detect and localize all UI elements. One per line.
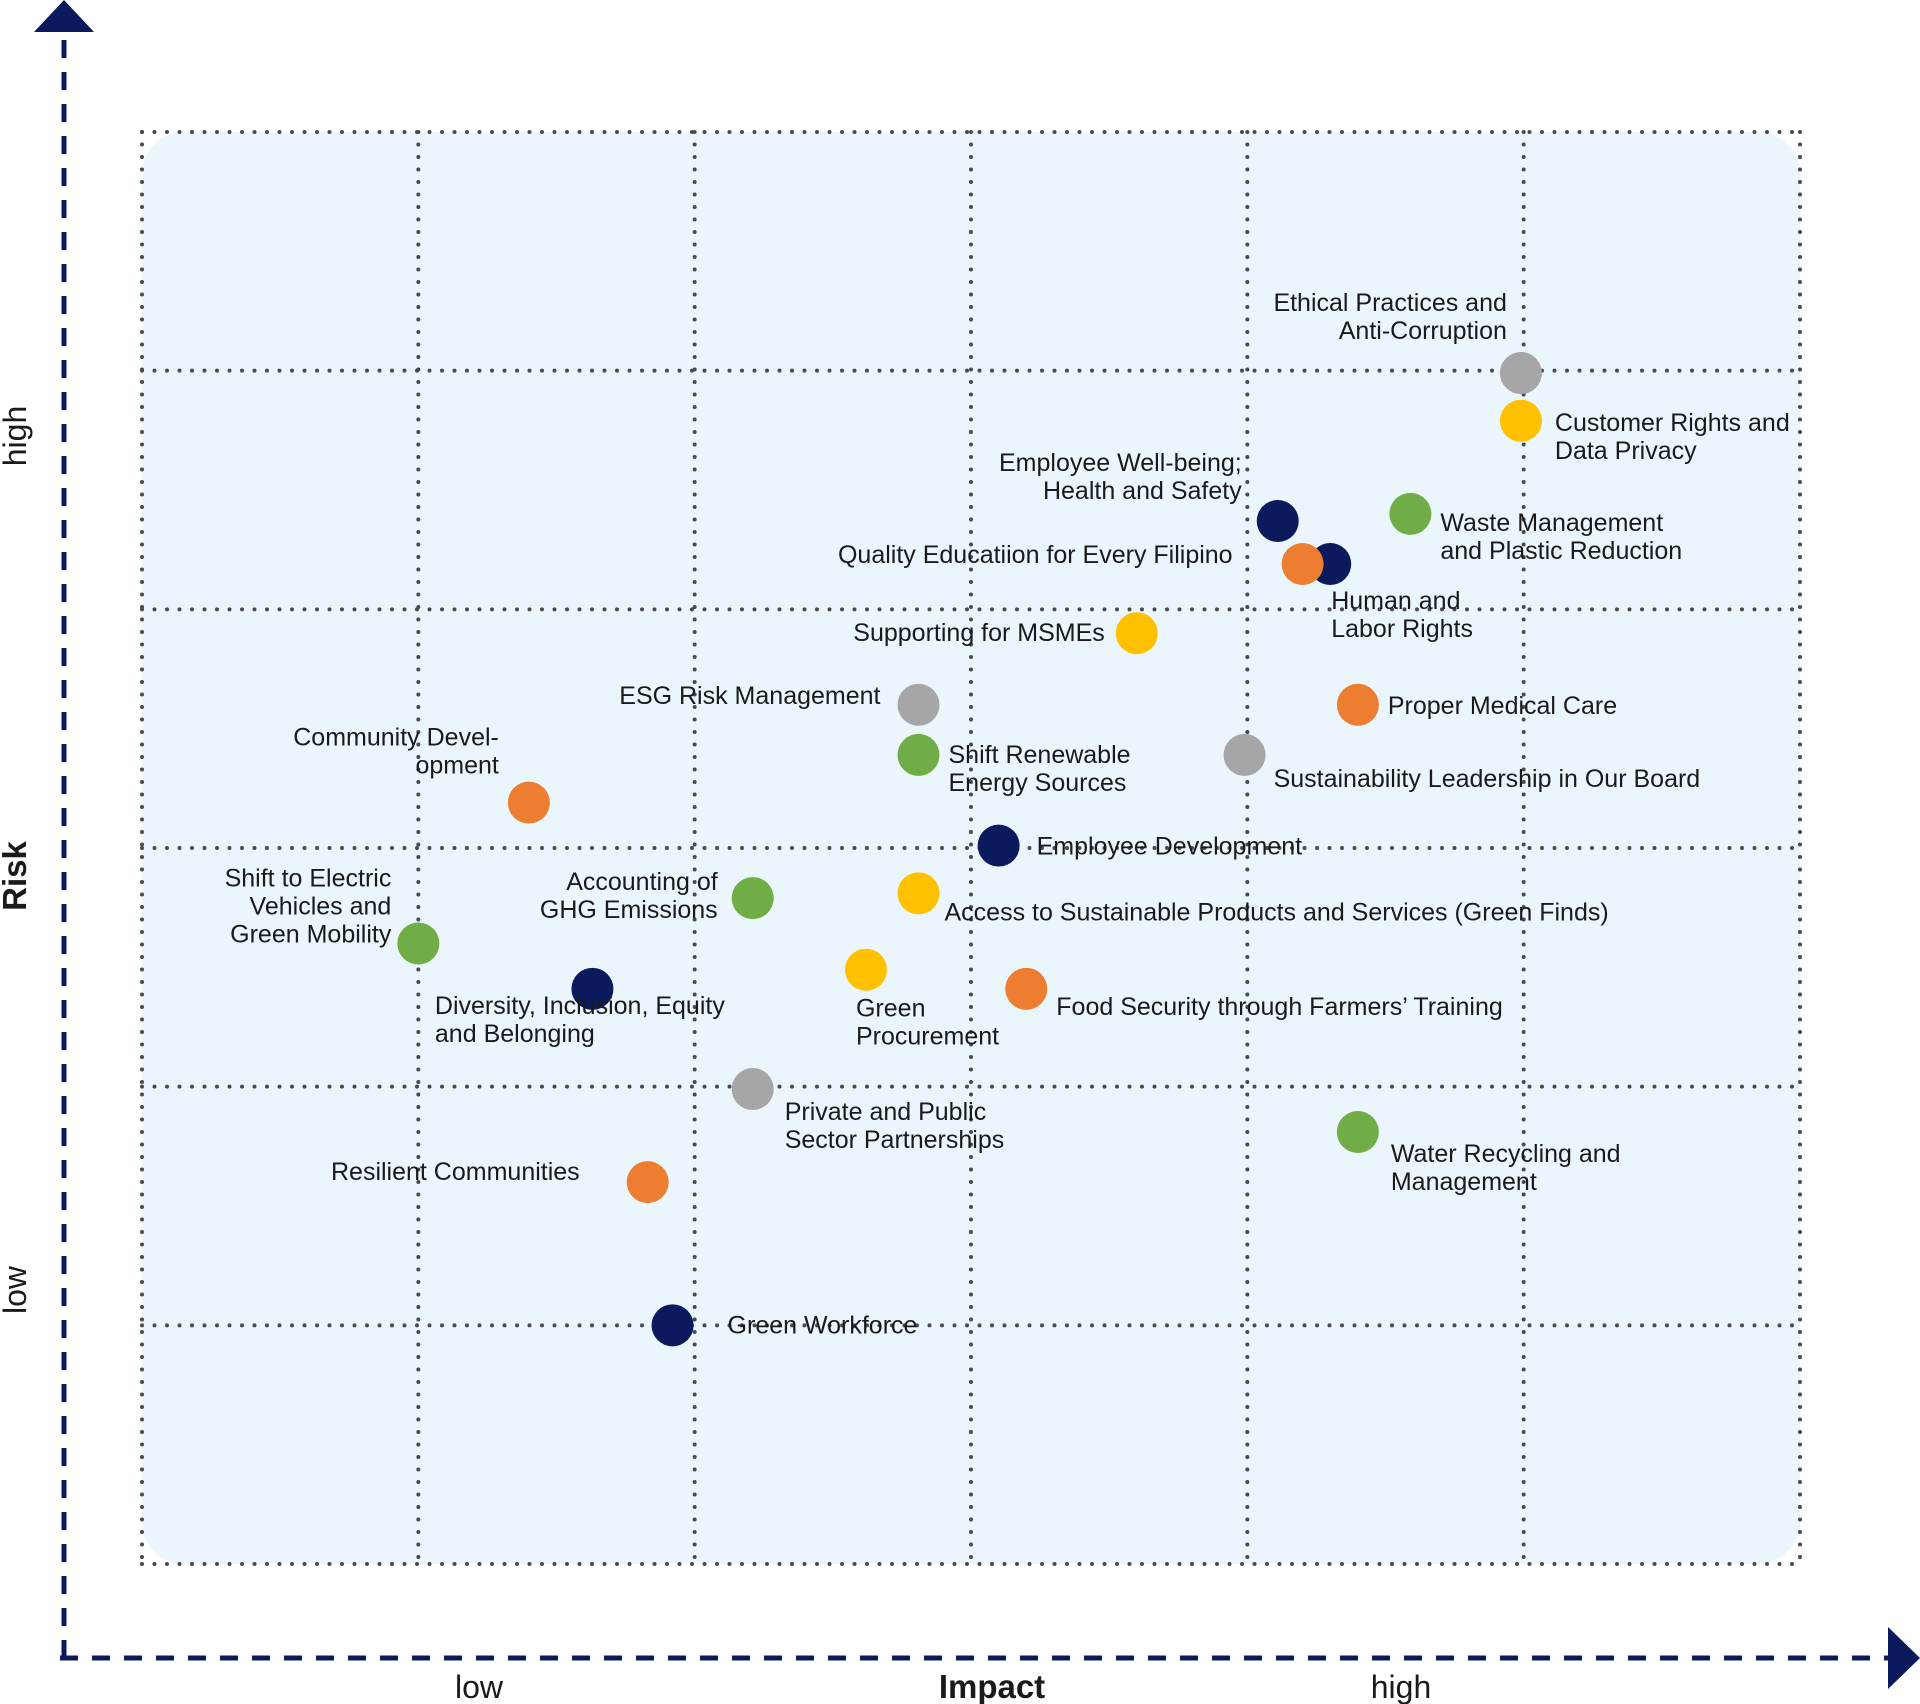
data-point-marker [1256, 500, 1299, 543]
data-point-group: Waste Management and Plastic Reduction [1389, 492, 1682, 565]
data-point-marker [1005, 967, 1048, 1010]
data-point-group: Customer Rights and Data Privacy [1499, 399, 1790, 465]
y-tick-label-low: low [0, 1265, 33, 1314]
x-tick-label-low: low [455, 1669, 504, 1704]
data-point-marker [1115, 612, 1158, 655]
data-point-marker [731, 877, 774, 920]
data-point-label: Human and Labor Rights [1331, 587, 1473, 643]
data-point-marker [397, 922, 440, 965]
data-point-label: Private and Public Sector Partnerships [785, 1098, 1005, 1154]
data-point-marker [571, 967, 614, 1010]
y-axis-title: Risk [0, 841, 33, 911]
data-point-marker [897, 733, 940, 776]
data-point-group: Sustainability Leadership in Our Board [1223, 733, 1701, 793]
data-point-label: Ethical Practices and Anti-Corruption [1273, 289, 1506, 345]
x-axis-title: Impact [939, 1668, 1045, 1704]
data-point-group: Access to Sustainable Products and Servi… [897, 872, 1609, 926]
data-point-group: Green Procurement [844, 948, 999, 1051]
data-point-group: Water Recycling and Management [1336, 1111, 1621, 1196]
data-point-label: Customer Rights and Data Privacy [1555, 409, 1790, 465]
data-point-marker [626, 1161, 669, 1204]
data-point-label: Green Procurement [856, 995, 999, 1051]
axes [34, 0, 1920, 1689]
data-point-group: Private and Public Sector Partnerships [731, 1068, 1005, 1154]
data-point-group: Shift to Electric Vehicles and Green Mobil… [225, 864, 440, 965]
data-point-label: ESG Risk Management [619, 682, 880, 710]
data-point-label: Resilient Communities [331, 1158, 580, 1186]
data-point-marker [897, 872, 940, 915]
data-point-group: Employee Well-being; Health and Safety [999, 449, 1299, 543]
data-point-marker [977, 824, 1020, 867]
data-point-marker [1499, 352, 1542, 395]
data-point-group: Quality Educatiion for Every Filipino [838, 541, 1324, 585]
data-point-label: Accounting of GHG Emissions [540, 868, 718, 924]
data-point-marker [507, 781, 550, 824]
data-point-marker [1223, 733, 1266, 776]
data-point-label: Supporting for MSMEs [853, 619, 1105, 647]
data-point-label: Proper Medical Care [1388, 692, 1617, 720]
data-points: Ethical Practices and Anti-Corruption Cust… [225, 289, 1790, 1347]
data-point-group: Green Workforce [651, 1304, 918, 1347]
data-point-label: Green Workforce [728, 1311, 918, 1339]
data-point-label: Employee Development [1037, 833, 1302, 861]
data-point-marker [1389, 492, 1432, 535]
data-point-label: Diversity, Inclusion, Equity and Belongin… [435, 992, 725, 1048]
data-point-marker [1499, 399, 1542, 442]
data-point-marker [731, 1068, 774, 1111]
y-tick-label-high: high [0, 406, 33, 467]
y-axis-arrowhead-icon [34, 0, 94, 32]
data-point-label: Sustainability Leadership in Our Board [1274, 765, 1701, 793]
data-point-label: Shift Renewable Energy Sources [948, 741, 1130, 797]
data-point-group: ESG Risk Management [619, 682, 940, 726]
data-point-group: Diversity, Inclusion, Equity and Belongin… [435, 967, 725, 1048]
data-point-label: Access to Sustainable Products and Servi… [944, 898, 1608, 926]
data-point-group: Resilient Communities [331, 1158, 669, 1204]
data-point-label: Community Devel-opment [293, 724, 499, 780]
x-tick-label-high: high [1371, 1669, 1432, 1704]
data-point-marker [897, 683, 940, 726]
x-axis-arrowhead-icon [1888, 1627, 1920, 1689]
data-point-label: Quality Educatiion for Every Filipino [838, 541, 1233, 569]
data-point-group: Supporting for MSMEs [853, 612, 1158, 655]
data-point-group: Proper Medical Care [1336, 683, 1617, 726]
data-point-marker [651, 1304, 694, 1347]
plot-background [142, 132, 1800, 1564]
data-point-label: Waste Management and Plastic Reduction [1440, 509, 1682, 565]
data-point-group: Accounting of GHG Emissions [540, 868, 774, 924]
data-point-group: Food Security through Farmers’ Training [1005, 967, 1503, 1021]
data-point-label: Food Security through Farmers’ Training [1056, 993, 1502, 1021]
grid-lines [140, 130, 1802, 1566]
data-point-group: Shift Renewable Energy Sources [897, 733, 1131, 797]
data-point-label: Shift to Electric Vehicles and Green Mobil… [225, 864, 392, 948]
data-point-marker [844, 948, 887, 991]
data-point-group: Employee Development [977, 824, 1302, 867]
data-point-marker [1336, 683, 1379, 726]
data-point-label: Employee Well-being; Health and Safety [999, 449, 1242, 505]
data-point-label: Water Recycling and Management [1391, 1140, 1621, 1196]
data-point-marker [1336, 1111, 1379, 1154]
data-point-group: Ethical Practices and Anti-Corruption [1273, 289, 1542, 395]
data-point-group: Community Devel-opment [293, 724, 550, 824]
data-point-marker [1281, 542, 1324, 585]
